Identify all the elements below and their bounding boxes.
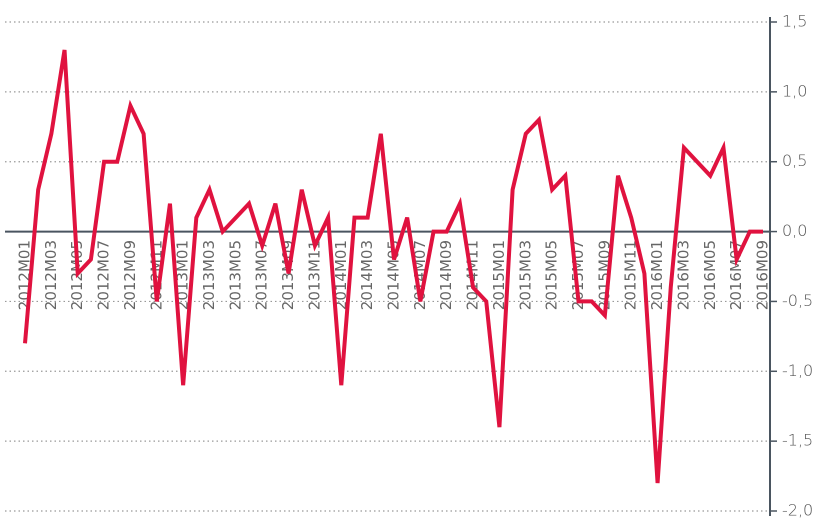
x-tick-label: 2013M09: [279, 240, 297, 310]
y-tick-label: -2,0: [782, 501, 813, 520]
x-tick-label: 2016M07: [727, 240, 745, 310]
x-tick-label: 2015M01: [490, 240, 508, 310]
x-tick-label: 2014M05: [385, 240, 403, 310]
y-tick-label: 1,0: [782, 81, 807, 100]
x-tick-label: 2012M09: [121, 240, 139, 310]
x-tick-label: 2016M05: [701, 240, 719, 310]
x-tick-label: 2013M07: [253, 240, 271, 310]
y-tick-label: -0,5: [782, 291, 813, 310]
y-tick-label: 0,0: [782, 221, 807, 240]
x-tick-label: 2012M07: [95, 240, 113, 310]
x-tick-label: 2013M03: [200, 240, 218, 310]
x-tick-label: 2016M01: [648, 240, 666, 310]
x-tick-label: 2013M05: [226, 240, 244, 310]
line: [23, 49, 763, 484]
x-tick-label: 2012M03: [42, 240, 60, 310]
x-tick-label: 2015M11: [622, 240, 640, 310]
x-tick-label: 2015M05: [543, 240, 561, 310]
x-tick-label: 2015M03: [516, 240, 534, 310]
y-tick-label: -1,0: [782, 361, 813, 380]
x-tick-label: 2014M09: [437, 240, 455, 310]
x-tick-label: 2014M03: [358, 240, 376, 310]
x-tick-label: 2016M09: [754, 240, 772, 310]
x-tick-label: 2014M01: [332, 240, 350, 310]
y-tick-label: -1,5: [782, 431, 813, 450]
y-tick-label: 0,5: [782, 151, 807, 170]
y-tick-label: 1,5: [782, 12, 807, 31]
x-tick-label: 2016M03: [674, 240, 692, 310]
x-tick-label: 2013M11: [305, 240, 323, 310]
